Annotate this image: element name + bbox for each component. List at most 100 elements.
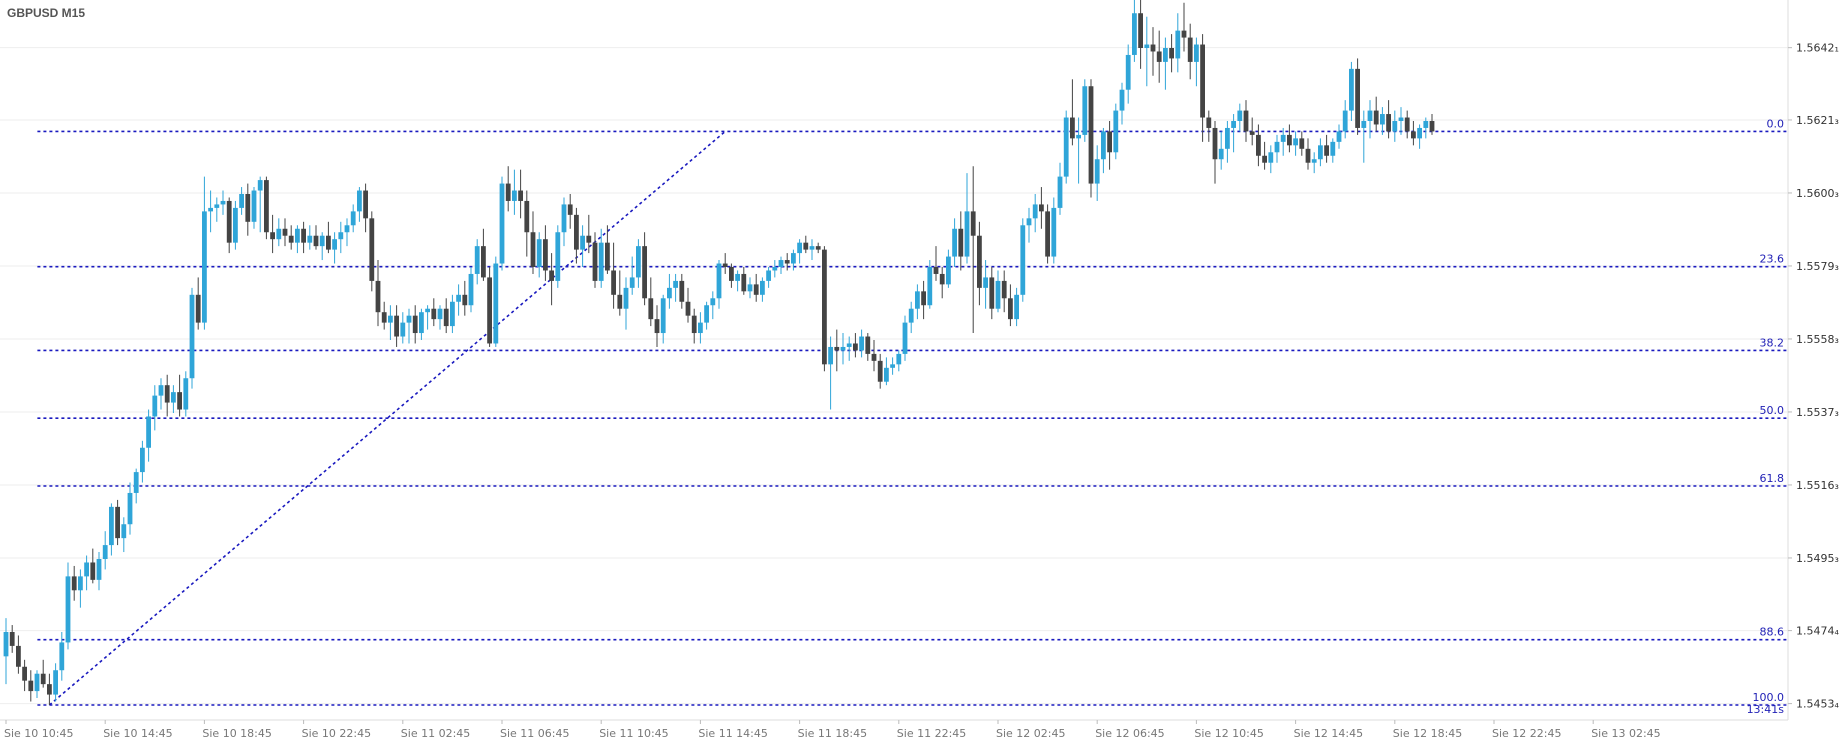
candle — [16, 635, 21, 674]
candle — [164, 374, 170, 417]
candle — [1045, 204, 1050, 264]
candle — [245, 183, 251, 236]
candle-body — [350, 211, 356, 226]
candle-body — [1256, 134, 1261, 156]
candle — [753, 273, 759, 302]
candle-body — [388, 315, 393, 323]
candle — [1423, 117, 1429, 139]
candle — [530, 211, 536, 274]
candle-body — [288, 235, 294, 243]
candle — [127, 482, 133, 535]
candle-body — [1039, 204, 1044, 212]
candle-body — [208, 207, 213, 212]
candle — [71, 565, 77, 601]
candle — [1200, 34, 1205, 142]
candle-body — [59, 642, 65, 671]
candle-body — [425, 308, 430, 313]
candle — [933, 246, 939, 281]
candle-body — [574, 214, 579, 250]
candle — [995, 270, 1001, 313]
candle-body — [338, 232, 344, 240]
candle — [1194, 37, 1199, 87]
time-tick-label: Sie 11 18:45 — [798, 727, 868, 740]
candle-body — [1156, 51, 1162, 62]
candle-body — [474, 246, 480, 274]
candle — [140, 440, 145, 483]
candle-body — [642, 246, 647, 299]
candle — [357, 187, 362, 222]
candle-body — [865, 336, 871, 354]
candle — [1330, 138, 1336, 163]
candle-body — [109, 506, 114, 546]
candle — [685, 287, 691, 323]
candle-body — [1417, 127, 1422, 139]
candle — [921, 280, 926, 320]
candle-body — [1113, 110, 1119, 153]
candle-body — [648, 298, 654, 320]
fib-trend-line[interactable] — [48, 130, 726, 706]
time-tick-label: Sie 10 18:45 — [202, 727, 272, 740]
candle-body — [1014, 294, 1019, 320]
candle — [419, 308, 424, 340]
candle — [636, 239, 641, 288]
fib-level-label: 0.0 — [1767, 117, 1785, 130]
candle — [493, 256, 499, 347]
candle-body — [1125, 54, 1131, 90]
candle — [28, 670, 34, 702]
candle — [834, 329, 840, 372]
candle-body — [549, 270, 554, 281]
candle-body — [803, 242, 809, 250]
candle-body — [995, 280, 1001, 309]
candle-body — [567, 204, 573, 215]
candle-body — [1299, 138, 1305, 149]
candle-body — [1336, 131, 1342, 142]
candle-body — [1107, 131, 1112, 153]
fib-level-label: 23.6 — [1760, 253, 1785, 266]
candle-body — [512, 190, 517, 201]
candle-body — [890, 364, 895, 368]
candle — [1380, 107, 1385, 135]
candle — [964, 173, 970, 264]
candle-body — [1355, 68, 1360, 128]
candle-body — [282, 228, 288, 236]
candle-body — [84, 562, 89, 577]
candle — [518, 169, 523, 219]
candle — [1293, 131, 1298, 156]
candle-body — [586, 235, 592, 243]
candle — [1181, 2, 1187, 52]
candle-body — [946, 256, 951, 285]
time-tick-label: Sie 11 10:45 — [599, 727, 669, 740]
candle — [580, 225, 585, 267]
candle-body — [1311, 159, 1317, 163]
candle-body — [729, 267, 734, 281]
candle — [195, 277, 201, 330]
candle — [1404, 110, 1410, 139]
candle-body — [673, 280, 678, 288]
candle-body — [536, 239, 542, 267]
candle-body — [741, 273, 747, 292]
time-tick-label: Sie 11 22:45 — [897, 727, 967, 740]
candle-body — [1218, 148, 1224, 160]
candle — [760, 277, 765, 302]
price-tick-label: 1.5642₁ — [1796, 42, 1839, 55]
candle — [313, 225, 319, 250]
candle-body — [239, 194, 244, 208]
time-tick-label: Sie 11 14:45 — [698, 727, 768, 740]
candle-body — [164, 385, 170, 403]
candle — [1318, 138, 1323, 167]
candle-body — [636, 246, 641, 278]
candle — [9, 625, 15, 653]
candle-body — [245, 194, 251, 222]
candle-body — [202, 211, 207, 323]
time-tick-label: Sie 12 14:45 — [1294, 727, 1364, 740]
candle — [1107, 121, 1112, 170]
candle-body — [313, 235, 319, 247]
candle — [295, 225, 300, 254]
candle-body — [753, 284, 759, 295]
candle-body — [40, 673, 46, 685]
candle-body — [611, 270, 616, 295]
candle-body — [952, 228, 957, 257]
candle-body — [1076, 134, 1081, 139]
